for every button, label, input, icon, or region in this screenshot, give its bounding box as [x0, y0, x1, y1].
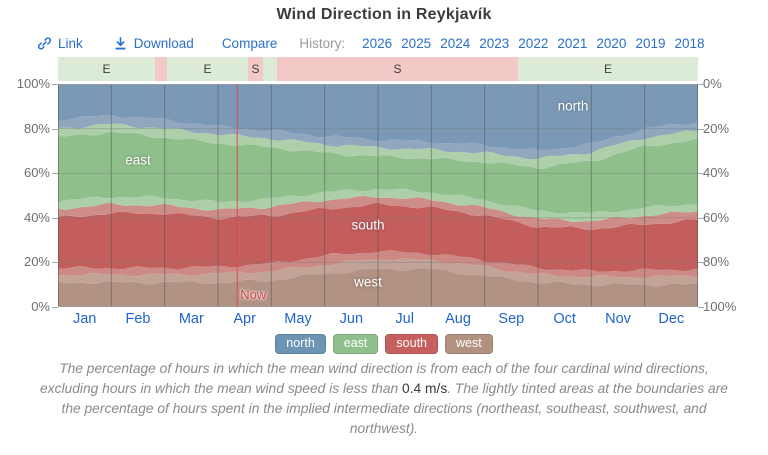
y-axis-label-right: 40%	[703, 165, 730, 181]
area-label-south: south	[351, 217, 385, 233]
x-axis-label-oct: Oct	[553, 311, 576, 327]
x-axis-label-aug: Aug	[445, 311, 471, 327]
y-axis-tick-left	[52, 173, 58, 175]
y-axis-tick-left	[52, 307, 58, 308]
area-northeast-tint-east	[58, 123, 698, 169]
y-axis-label-right: 100%	[703, 299, 737, 314]
y-axis-label-right: 0%	[703, 76, 722, 91]
direction-segment-S-3: S	[248, 57, 263, 81]
direction-segment-label: E	[603, 62, 612, 76]
history-year-2022[interactable]: 2022	[518, 35, 549, 51]
caption: The percentage of hours in which the mea…	[29, 359, 739, 439]
direction-segment-label: S	[251, 62, 260, 76]
x-axis-label-jan: Jan	[72, 311, 97, 327]
y-axis-tick-right	[698, 262, 704, 264]
x-axis-label-jun: Jun	[339, 311, 364, 327]
download-icon	[113, 36, 134, 51]
y-axis-label-right: 80%	[703, 254, 730, 270]
stacked-area-svg	[58, 84, 698, 307]
y-axis-label-left: 40%	[23, 209, 50, 225]
compare-button[interactable]: Compare	[221, 35, 278, 51]
y-axis-label-left: 100%	[16, 76, 50, 91]
y-axis-label-left: 0%	[31, 299, 50, 314]
toolbar: Link Download Compare History: 2026 2025 2…	[0, 33, 768, 53]
direction-segment-blank-1	[155, 57, 167, 81]
now-label: Now	[240, 287, 267, 302]
y-axis-label-right: 20%	[703, 120, 730, 136]
wind-speed-threshold: 0.4 m/s	[402, 381, 448, 396]
history-year-2026[interactable]: 2026	[362, 35, 393, 51]
legend: north east south west	[0, 334, 768, 354]
history-label: History:	[299, 35, 346, 51]
y-axis-tick-left	[52, 262, 58, 264]
y-axis-label-left: 60%	[23, 165, 50, 181]
x-axis-label-apr: Apr	[233, 311, 256, 327]
y-axis-label-left: 80%	[23, 120, 50, 136]
y-axis-tick-right	[698, 173, 704, 175]
y-axis-tick-left	[52, 128, 58, 130]
y-axis-tick-right	[698, 84, 704, 85]
x-axis-label-may: May	[284, 311, 312, 327]
download-button[interactable]: Download	[113, 36, 194, 51]
y-axis-label-left: 20%	[23, 254, 50, 270]
area-label-north: north	[557, 98, 589, 114]
x-axis-label-dec: Dec	[658, 311, 685, 327]
direction-segment-E-6: E	[518, 57, 698, 81]
area-label-west: west	[354, 274, 382, 290]
direction-segment-label: E	[203, 62, 212, 76]
history-year-2019[interactable]: 2019	[635, 35, 666, 51]
x-axis-label-feb: Feb	[125, 311, 151, 327]
history-year-2020[interactable]: 2020	[596, 35, 627, 51]
direction-segment-label: S	[393, 62, 402, 76]
legend-pill-north[interactable]: north	[275, 334, 326, 354]
history-years: 2026 2025 2024 2023 2022 2021 2020 2019 2018	[353, 36, 704, 51]
y-axis-tick-right	[698, 128, 704, 130]
legend-pill-west[interactable]: west	[445, 334, 493, 354]
y-axis-label-right: 60%	[703, 209, 730, 225]
link-icon	[37, 36, 58, 51]
direction-segment-E-2: E	[167, 57, 248, 81]
x-axis-label-sep: Sep	[498, 311, 525, 327]
history-year-2025[interactable]: 2025	[401, 35, 432, 51]
y-axis-tick-left	[52, 217, 58, 219]
history-year-2024[interactable]: 2024	[440, 35, 471, 51]
y-axis-tick-left	[52, 84, 58, 85]
x-axis-label-mar: Mar	[178, 311, 204, 327]
legend-pill-east[interactable]: east	[332, 334, 379, 354]
direction-segment-E-0: E	[58, 57, 155, 81]
caption-pre: The percentage of hours in which the mea…	[40, 361, 709, 396]
history-year-2018[interactable]: 2018	[674, 35, 705, 51]
direction-segment-S-5: S	[277, 57, 518, 81]
direction-segment-label: E	[102, 62, 111, 76]
legend-pill-south[interactable]: south	[385, 334, 439, 354]
history-year-2021[interactable]: 2021	[557, 35, 588, 51]
x-axis-label-jul: Jul	[395, 311, 414, 327]
wind-direction-chart[interactable]	[58, 84, 698, 307]
area-label-east: east	[125, 152, 151, 168]
y-axis-tick-right	[698, 307, 704, 308]
link-button[interactable]: Link	[37, 36, 83, 51]
y-axis-tick-right	[698, 217, 704, 219]
direction-segment-blank-4	[263, 57, 277, 81]
x-axis-label-nov: Nov	[605, 311, 631, 327]
page-title: Wind Direction in Reykjavík	[276, 6, 492, 23]
history-year-2023[interactable]: 2023	[479, 35, 510, 51]
caption-post: . The lightly tinted areas at the bounda…	[61, 381, 728, 436]
